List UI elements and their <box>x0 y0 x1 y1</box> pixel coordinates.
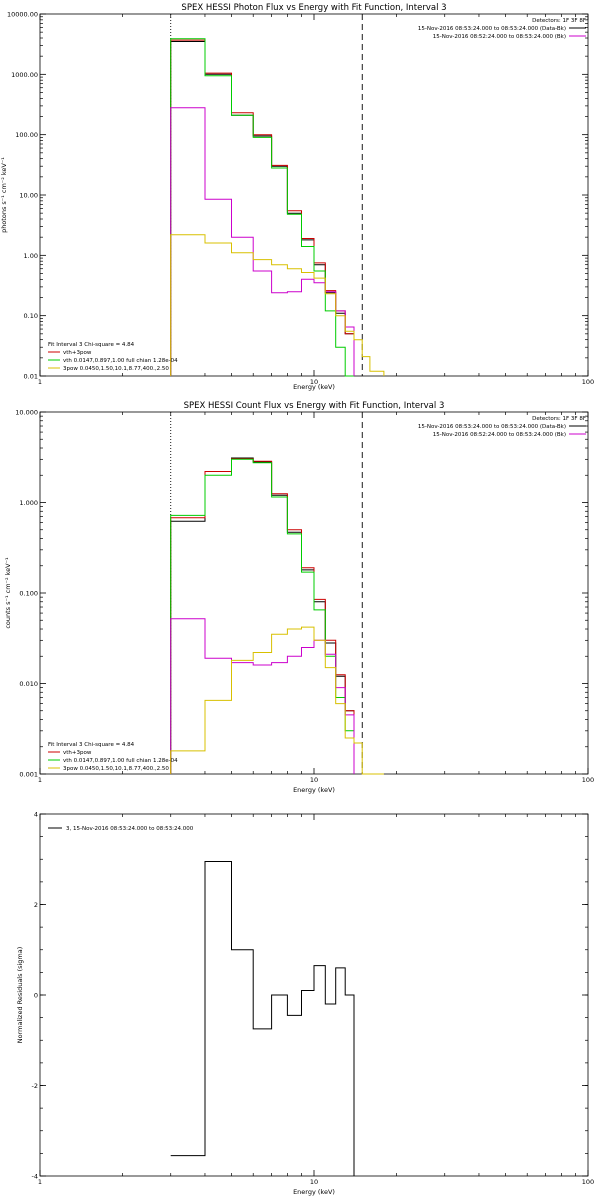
panel3-y-tick-label: 4 <box>34 811 38 819</box>
panel1-legend-bottom: Fit Interval 3 Chi-square = 4.84 vth+3po… <box>48 342 178 372</box>
panel3-x-tick-label: 10 <box>310 1178 318 1186</box>
panel2-ylabel: counts s⁻¹ cm⁻² keV⁻¹ <box>4 557 12 629</box>
panel2-reference-lines <box>170 412 363 774</box>
panel2-detectors: Detectors: 1F 3F 8F <box>532 416 586 422</box>
panel3-series <box>170 861 355 1176</box>
panel2-legend-bottom: Fit Interval 3 Chi-square = 4.84 vth+3po… <box>48 742 178 772</box>
panel1-x-tick-label: 1 <box>38 378 42 386</box>
panel2-xlabel: Energy (keV) <box>293 786 335 794</box>
panel1-axes <box>39 13 589 377</box>
panel3-xlabel: Energy (keV) <box>293 1188 335 1196</box>
panel2-y-tick-label: 1.000 <box>19 499 38 507</box>
panel2-x-tick-label: 100 <box>582 776 594 784</box>
panel3-x-tick-label: 1 <box>38 1178 42 1186</box>
residuals-panel: Energy (keV) Normalized Residuals (sigma… <box>16 811 594 1197</box>
panel1-black-series <box>170 41 355 376</box>
panel2-x-tick-label: 10 <box>310 776 318 784</box>
panel3-y-tick-label: -2 <box>32 1082 38 1090</box>
panel2-y-tick-label: 0.100 <box>19 590 38 598</box>
panel3-ticks: 1 10 100 -4 -2 0 2 4 <box>32 811 595 1187</box>
panel1-ticks: 1 10 100 0.01 0.10 1.00 10.00 100.00 1000.00 1000… <box>7 11 594 387</box>
panel2-black-series <box>170 457 355 774</box>
panel1-fit-info: Fit Interval 3 Chi-square = 4.84 <box>48 342 135 348</box>
panel2-legend-data: 15-Nov-2016 08:53:24.000 to 08:53:24.000… <box>418 424 566 430</box>
panel2-fit-info: Fit Interval 3 Chi-square = 4.84 <box>48 742 135 748</box>
panel3-y-tick-label: 2 <box>34 901 38 909</box>
panel1-legend-top: 15-Nov-2016 08:53:24.000 to 08:53:24.000… <box>418 26 586 40</box>
panel2-y-tick-label: 0.010 <box>19 680 38 688</box>
photon-flux-panel: SPEX HESSI Photon Flux vs Energy with Fi… <box>0 3 594 391</box>
panel1-y-tick-label: 0.01 <box>24 373 38 381</box>
panel1-red-series <box>170 39 355 376</box>
panel2-ticks: 1 10 100 0.001 0.010 0.100 1.000 10.000 <box>15 409 594 785</box>
panel1-y-tick-label: 10000.00 <box>7 11 38 19</box>
panel1-legend-vth: vth 0.0147,0.897,1.00 full chian 1.28e-0… <box>63 358 178 364</box>
panel1-yellow-series <box>170 234 385 376</box>
panel3-black-series <box>170 861 355 1176</box>
panel1-detectors: Detectors: 1F 3F 8F <box>532 18 586 24</box>
panel2-legend-vth: vth 0.0147,0.897,1.00 full chian 1.28e-0… <box>63 758 178 764</box>
panel2-legend-pow: 3pow 0.0450,1.50,10.1,8.77,400.,2.50 <box>63 766 169 772</box>
panel2-red-series <box>170 458 355 774</box>
panel2-green-series <box>170 458 355 774</box>
panel3-ylabel: Normalized Residuals (sigma) <box>16 947 24 1044</box>
panel1-legend-total: vth+3pow <box>63 350 92 356</box>
panel2-title: SPEX HESSI Count Flux vs Energy with Fit… <box>184 401 445 411</box>
panel1-y-tick-label: 1.00 <box>24 252 38 260</box>
panel1-legend-pow: 3pow 0.0450,1.50,10.1,8.77,400.,2.50 <box>63 366 169 372</box>
count-flux-panel: SPEX HESSI Count Flux vs Energy with Fit… <box>4 401 594 794</box>
panel3-x-tick-label: 100 <box>582 1178 594 1186</box>
panel1-legend-data: 15-Nov-2016 08:53:24.000 to 08:53:24.000… <box>418 26 566 32</box>
panel2-legend-bk: 15-Nov-2016 08:52:24.000 to 08:53:24.000… <box>433 432 566 438</box>
panel3-y-tick-label: 0 <box>34 992 38 1000</box>
panel1-ylabel: photons s⁻¹ cm⁻² keV⁻¹ <box>0 157 8 233</box>
panel1-x-tick-label: 10 <box>310 378 318 386</box>
panel1-series <box>170 38 385 377</box>
panel1-legend-bk: 15-Nov-2016 08:52:24.000 to 08:53:24.000… <box>433 34 566 40</box>
panel2-magenta-series <box>170 618 355 774</box>
panel1-xlabel: Energy (keV) <box>293 383 335 391</box>
panel3-legend: 3, 15-Nov-2016 08:53:24.000 to 08:53:24.… <box>66 826 194 832</box>
panel2-legend-total: vth+3pow <box>63 750 92 756</box>
panel1-title: SPEX HESSI Photon Flux vs Energy with Fi… <box>181 3 446 13</box>
panel2-legend-top: 15-Nov-2016 08:53:24.000 to 08:53:24.000… <box>418 424 586 438</box>
panel1-y-tick-label: 1000.00 <box>11 71 38 79</box>
panel2-yellow-series <box>170 626 384 775</box>
panel1-y-tick-label: 100.00 <box>15 131 38 139</box>
panel2-x-tick-label: 1 <box>38 776 42 784</box>
panel1-reference-lines <box>170 14 363 376</box>
panel2-y-tick-label: 0.001 <box>19 771 38 779</box>
panel3-y-tick-label: -4 <box>32 1173 38 1181</box>
panel1-magenta-series <box>170 107 355 376</box>
panel2-series <box>170 457 384 775</box>
panel1-y-tick-label: 10.00 <box>19 192 38 200</box>
panel3-axes <box>39 813 589 1177</box>
panel2-y-tick-label: 10.000 <box>15 409 38 417</box>
panel1-y-tick-label: 0.10 <box>24 312 38 320</box>
panel1-x-tick-label: 100 <box>582 378 594 386</box>
panel1-green-series <box>170 38 354 377</box>
